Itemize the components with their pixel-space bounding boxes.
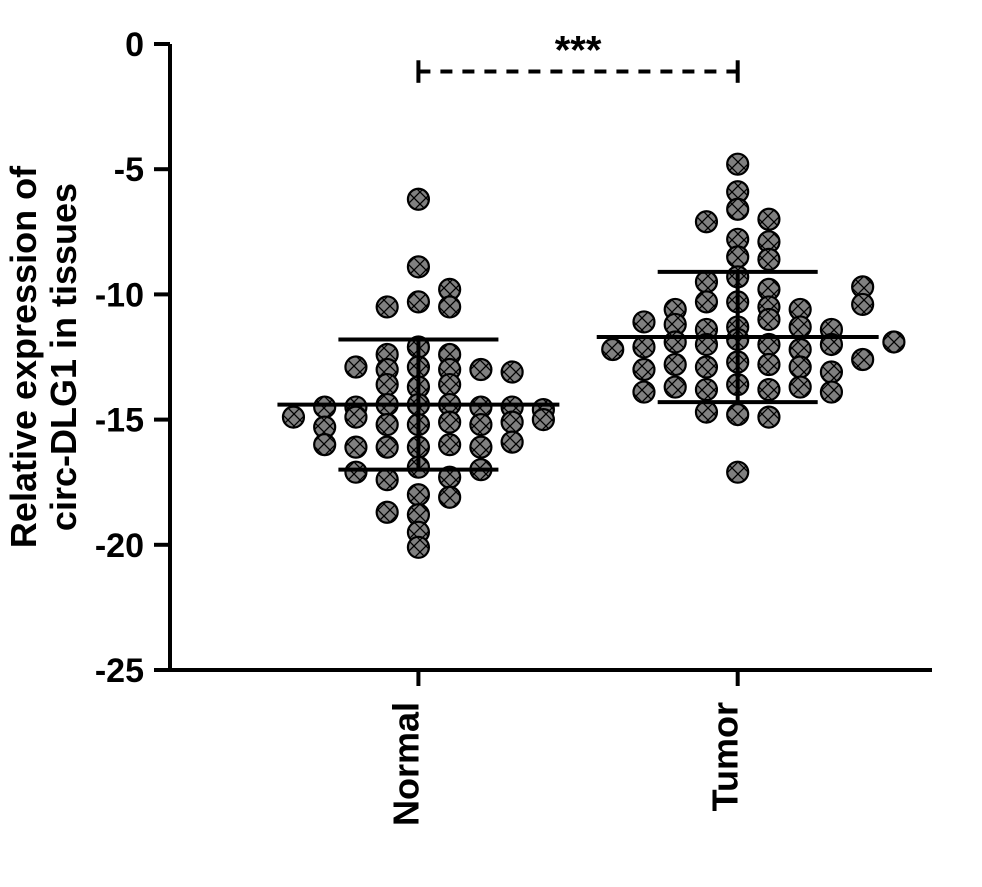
x-category-label: Tumor xyxy=(705,702,746,811)
data-point xyxy=(696,357,717,378)
data-point xyxy=(696,271,717,292)
data-point xyxy=(633,359,654,380)
chart-container: 0 -5 -10 -15 -20 -25 Normal Tumor Relative expre… xyxy=(0,0,982,887)
data-point xyxy=(408,537,429,558)
data-point xyxy=(727,199,748,220)
data-point xyxy=(821,382,842,403)
data-point xyxy=(408,189,429,210)
y-axis-title-line: circ-DLG1 in tissues xyxy=(43,183,84,531)
data-point xyxy=(439,296,460,317)
data-point xyxy=(665,377,686,398)
data-point xyxy=(758,379,779,400)
data-point xyxy=(727,462,748,483)
data-point xyxy=(790,316,811,337)
data-point xyxy=(470,437,491,458)
data-point xyxy=(408,256,429,277)
y-tick-label: -20 xyxy=(95,527,144,565)
data-point xyxy=(758,209,779,230)
data-point xyxy=(408,291,429,312)
data-point xyxy=(377,502,398,523)
data-point xyxy=(377,414,398,435)
data-point xyxy=(408,484,429,505)
significance-label: *** xyxy=(555,29,602,73)
data-point xyxy=(377,469,398,490)
data-point xyxy=(377,437,398,458)
data-point xyxy=(470,359,491,380)
data-point xyxy=(883,331,904,352)
data-point xyxy=(790,377,811,398)
data-point xyxy=(727,246,748,267)
data-point xyxy=(533,409,554,430)
y-tick-label: -10 xyxy=(95,276,144,314)
data-point xyxy=(377,374,398,395)
data-point xyxy=(665,354,686,375)
data-point xyxy=(470,414,491,435)
data-point xyxy=(633,311,654,332)
data-point xyxy=(439,374,460,395)
data-point xyxy=(377,296,398,317)
data-point xyxy=(696,211,717,232)
data-point xyxy=(345,437,366,458)
data-point xyxy=(758,309,779,330)
data-point xyxy=(758,354,779,375)
y-axis-title-line: Relative expression of xyxy=(3,165,44,548)
data-point xyxy=(283,407,304,428)
data-point xyxy=(502,412,523,433)
data-point xyxy=(727,404,748,425)
data-point xyxy=(821,362,842,383)
data-point xyxy=(439,487,460,508)
data-point xyxy=(314,397,335,418)
data-point xyxy=(345,462,366,483)
y-tick-label: -25 xyxy=(95,652,144,690)
data-point xyxy=(314,434,335,455)
data-point xyxy=(852,294,873,315)
data-point xyxy=(790,357,811,378)
data-point xyxy=(665,331,686,352)
y-tick-label: -5 xyxy=(114,151,144,189)
data-point xyxy=(345,357,366,378)
y-tick-label: -15 xyxy=(95,402,144,440)
data-point xyxy=(727,154,748,175)
x-category-label: Normal xyxy=(385,702,426,826)
data-point xyxy=(502,362,523,383)
data-point xyxy=(696,402,717,423)
data-point xyxy=(758,407,779,428)
data-point xyxy=(602,339,623,360)
data-point xyxy=(758,249,779,270)
data-point xyxy=(439,434,460,455)
data-point xyxy=(633,336,654,357)
y-axis-title: Relative expression ofcirc-DLG1 in tissu… xyxy=(3,165,84,548)
data-point xyxy=(502,432,523,453)
data-point xyxy=(345,407,366,428)
data-point xyxy=(852,349,873,370)
data-point xyxy=(696,291,717,312)
scatter-chart: 0 -5 -10 -15 -20 -25 Normal Tumor Relative expre… xyxy=(0,0,982,887)
data-point xyxy=(633,382,654,403)
data-point xyxy=(696,379,717,400)
data-point xyxy=(439,412,460,433)
y-tick-label: 0 xyxy=(125,26,144,64)
